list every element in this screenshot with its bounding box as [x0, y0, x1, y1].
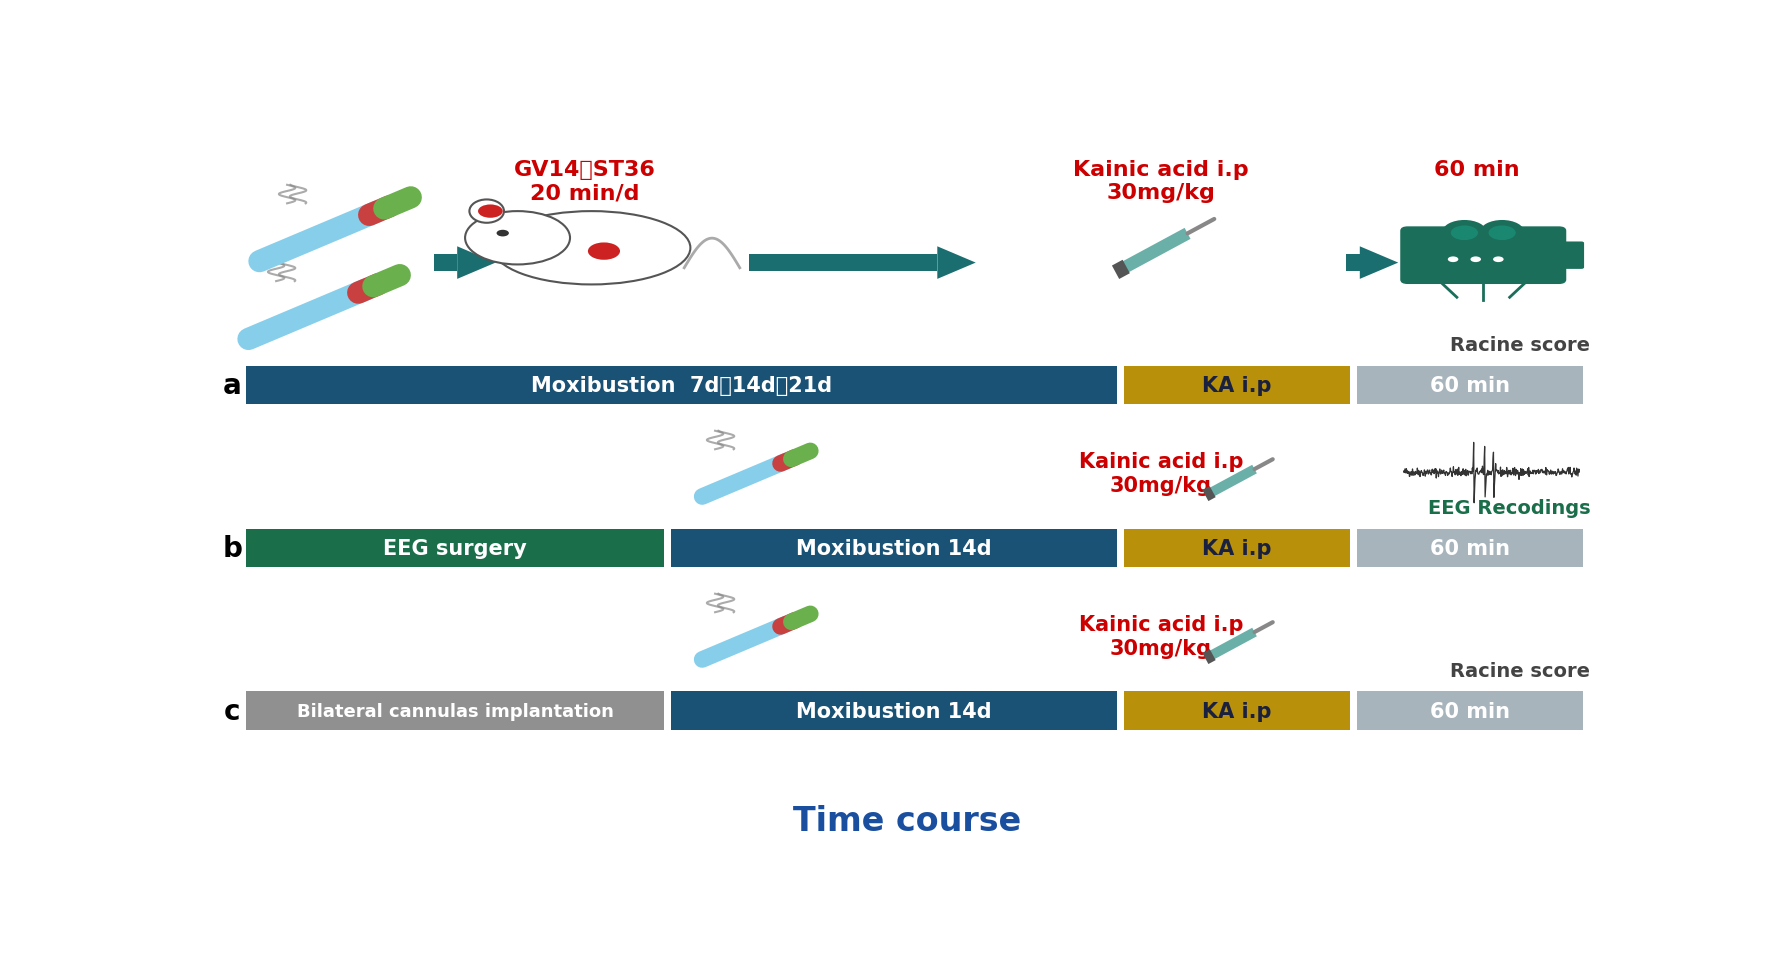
FancyBboxPatch shape — [749, 256, 938, 271]
Circle shape — [1489, 226, 1515, 241]
Text: EEG surgery: EEG surgery — [384, 538, 527, 558]
Polygon shape — [1359, 247, 1398, 280]
FancyBboxPatch shape — [1556, 242, 1584, 270]
FancyBboxPatch shape — [1124, 692, 1351, 730]
Text: a: a — [223, 371, 241, 400]
Text: 60 min: 60 min — [1430, 376, 1510, 395]
Text: Kainic acid i.p
30mg/kg: Kainic acid i.p 30mg/kg — [1078, 615, 1243, 658]
Text: Moxibustion 14d: Moxibustion 14d — [796, 538, 991, 558]
Ellipse shape — [469, 200, 504, 224]
Text: Kainic acid i.p
30mg/kg: Kainic acid i.p 30mg/kg — [1073, 160, 1248, 203]
FancyBboxPatch shape — [1124, 529, 1351, 567]
Text: 60 min: 60 min — [1430, 701, 1510, 721]
Circle shape — [478, 206, 503, 218]
Text: GV14、ST36
20 min/d: GV14、ST36 20 min/d — [513, 160, 655, 203]
FancyBboxPatch shape — [1124, 366, 1351, 405]
Text: KA i.p: KA i.p — [1202, 376, 1273, 395]
Circle shape — [1471, 258, 1481, 262]
FancyBboxPatch shape — [1358, 529, 1584, 567]
Text: Racine score: Racine score — [1450, 661, 1589, 680]
Text: KA i.p: KA i.p — [1202, 538, 1273, 558]
Circle shape — [1443, 222, 1485, 245]
Text: Moxibustion  7d、14d、21d: Moxibustion 7d、14d、21d — [531, 376, 832, 395]
Polygon shape — [457, 247, 496, 280]
Circle shape — [588, 243, 619, 260]
Text: 60 min: 60 min — [1430, 538, 1510, 558]
Ellipse shape — [492, 211, 690, 285]
Circle shape — [1451, 226, 1478, 241]
Text: KA i.p: KA i.p — [1202, 701, 1273, 721]
Circle shape — [1494, 258, 1504, 262]
Circle shape — [1448, 258, 1458, 262]
FancyBboxPatch shape — [1347, 256, 1359, 271]
FancyBboxPatch shape — [671, 692, 1117, 730]
FancyBboxPatch shape — [1402, 228, 1566, 284]
FancyBboxPatch shape — [1358, 366, 1584, 405]
Circle shape — [497, 231, 510, 237]
Polygon shape — [938, 247, 975, 280]
Ellipse shape — [466, 211, 570, 265]
Text: Racine score: Racine score — [1450, 335, 1589, 355]
FancyBboxPatch shape — [246, 692, 664, 730]
Text: c: c — [225, 697, 241, 725]
Text: Bilateral cannulas implantation: Bilateral cannulas implantation — [297, 702, 614, 720]
Text: Kainic acid i.p
30mg/kg: Kainic acid i.p 30mg/kg — [1078, 452, 1243, 495]
Text: Time course: Time course — [793, 803, 1021, 837]
Text: Moxibustion 14d: Moxibustion 14d — [796, 701, 991, 721]
FancyBboxPatch shape — [434, 256, 457, 271]
FancyBboxPatch shape — [246, 366, 1117, 405]
FancyBboxPatch shape — [1358, 692, 1584, 730]
FancyBboxPatch shape — [671, 529, 1117, 567]
Text: EEG Recodings: EEG Recodings — [1428, 498, 1589, 517]
Text: 60 min: 60 min — [1434, 160, 1519, 180]
Text: b: b — [223, 534, 242, 562]
FancyBboxPatch shape — [246, 529, 664, 567]
Circle shape — [1481, 222, 1524, 245]
